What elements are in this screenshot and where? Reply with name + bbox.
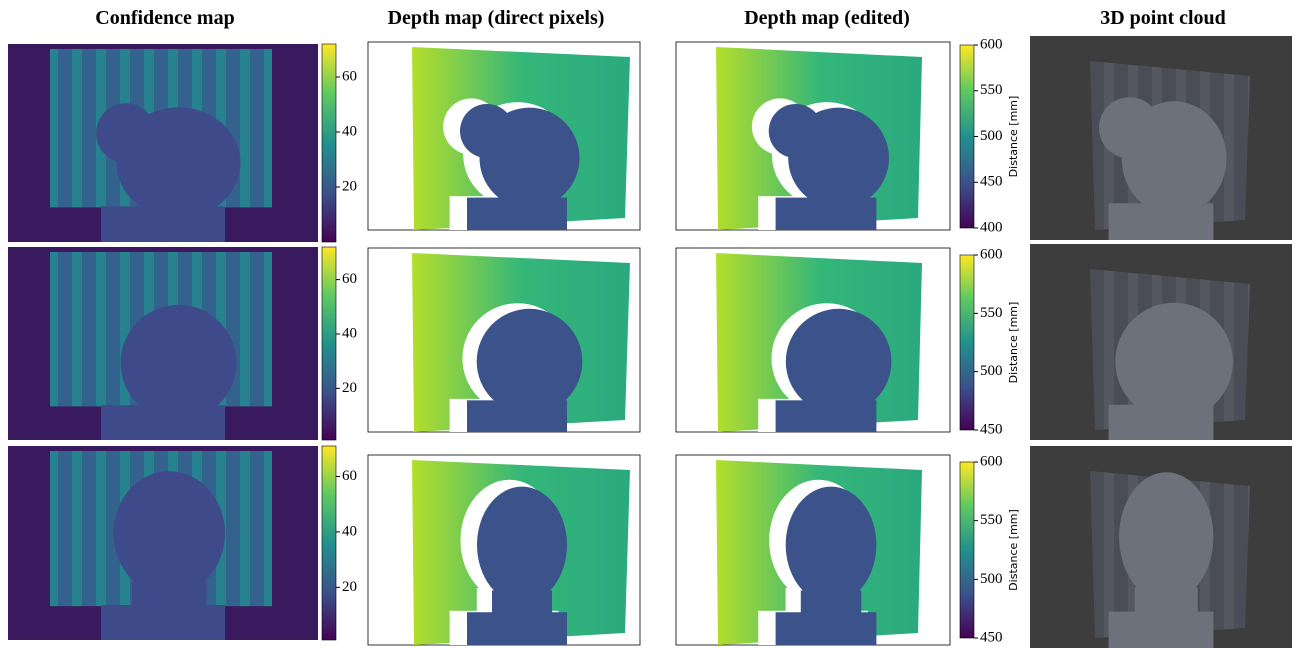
- pedestal: [776, 612, 877, 645]
- tick-label: 550: [980, 512, 1003, 528]
- column-title: Confidence map: [95, 7, 234, 29]
- depth-image: [412, 460, 630, 645]
- tick-label: 20: [342, 380, 357, 396]
- pedestal: [101, 605, 225, 640]
- colorbar: [322, 44, 336, 242]
- tick-label: 500: [980, 128, 1003, 144]
- tick-label: 600: [980, 246, 1003, 262]
- tick-label: 600: [980, 453, 1003, 469]
- tick-label: 40: [342, 523, 357, 539]
- pedestal: [1109, 612, 1214, 648]
- tick-label: 20: [342, 579, 357, 595]
- depth-image: [716, 460, 922, 645]
- tick-label: 400: [980, 219, 1003, 235]
- object: [786, 309, 892, 415]
- colorbar: [960, 45, 974, 228]
- figure: Confidence map Depth map (direct pixels) D…: [0, 0, 1296, 648]
- colorbar: [322, 247, 336, 440]
- tick-label: 500: [980, 571, 1003, 587]
- pedestal: [467, 198, 567, 230]
- tick-label: 450: [980, 421, 1003, 437]
- object: [1119, 472, 1213, 601]
- point-cloud: [1030, 244, 1292, 440]
- point-cloud: [1030, 36, 1292, 240]
- confidence-image: [8, 247, 318, 440]
- tick-label: 450: [980, 629, 1003, 645]
- colorbar-label: Distance [mm]: [1007, 509, 1020, 591]
- tick-label: 60: [342, 468, 357, 484]
- pedestal: [1109, 405, 1214, 440]
- object: [96, 103, 155, 162]
- colorbar: [960, 255, 974, 430]
- colorbar-label: Distance [mm]: [1007, 96, 1020, 178]
- colorbar: [960, 462, 974, 638]
- colorbar-label: Distance [mm]: [1007, 302, 1020, 384]
- confidence-image: [8, 44, 318, 242]
- depth-image: [716, 47, 922, 230]
- colorbar: [322, 446, 336, 640]
- tick-label: 20: [342, 178, 357, 194]
- object: [1099, 97, 1160, 158]
- column-title: Depth map (edited): [744, 7, 910, 29]
- depth-image: [412, 253, 630, 432]
- object: [477, 309, 583, 415]
- object: [786, 487, 877, 603]
- pedestal: [776, 198, 877, 230]
- tick-label: 550: [980, 82, 1003, 98]
- depth-image: [412, 47, 630, 230]
- tick-label: 600: [980, 36, 1003, 52]
- point-cloud: [1030, 446, 1292, 648]
- object: [121, 305, 237, 421]
- pedestal: [467, 612, 567, 645]
- pedestal: [101, 405, 225, 440]
- tick-label: 40: [342, 325, 357, 341]
- object: [113, 471, 225, 595]
- pedestal: [776, 400, 877, 432]
- tick-label: 550: [980, 305, 1003, 321]
- confidence-image: [8, 446, 318, 640]
- pedestal: [101, 206, 225, 242]
- tick-label: 40: [342, 123, 357, 139]
- tick-label: 450: [980, 174, 1003, 190]
- tick-label: 60: [342, 271, 357, 287]
- object: [460, 104, 514, 158]
- object: [477, 487, 567, 603]
- pedestal: [1109, 203, 1214, 240]
- column-title: 3D point cloud: [1100, 7, 1226, 29]
- column-title: Depth map (direct pixels): [388, 7, 605, 29]
- tick-label: 60: [342, 68, 357, 84]
- pedestal: [467, 400, 567, 432]
- object: [1115, 303, 1233, 421]
- object: [769, 104, 823, 158]
- tick-label: 500: [980, 363, 1003, 379]
- depth-image: [716, 253, 922, 432]
